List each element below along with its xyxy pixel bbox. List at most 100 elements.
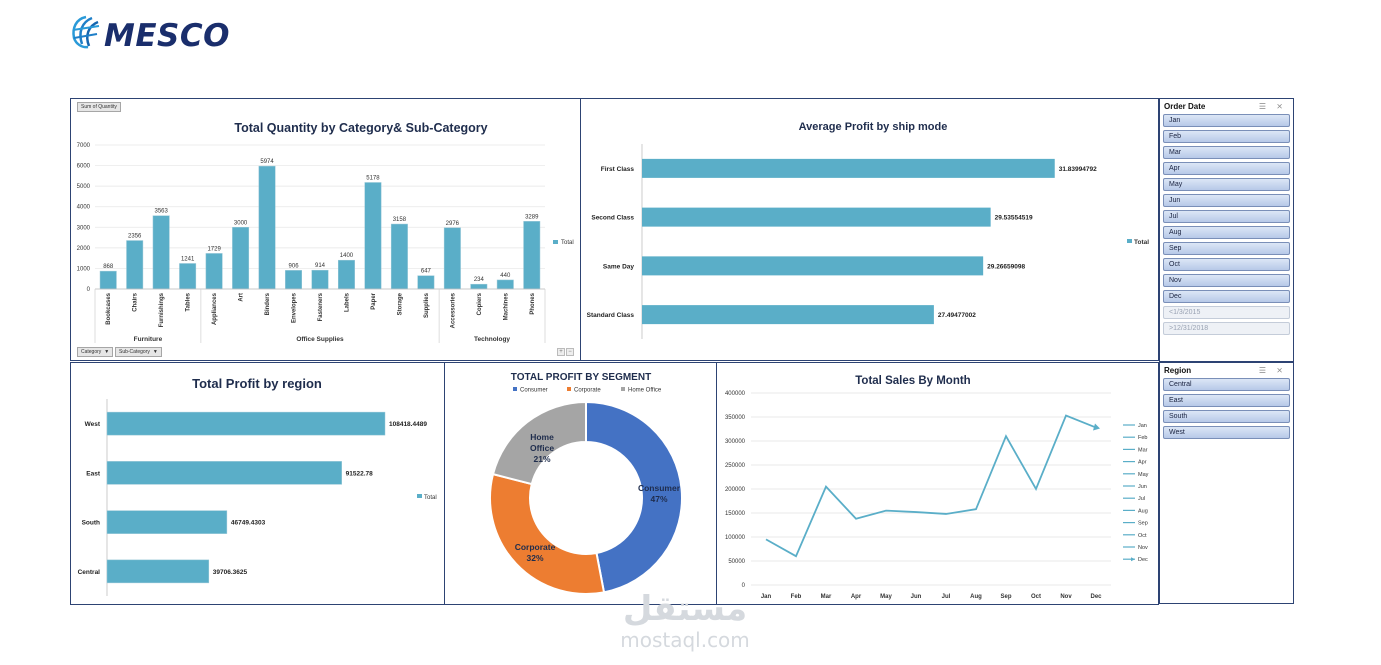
legend-label: Aug [1138, 508, 1148, 514]
legend-label: Jun [1138, 484, 1147, 490]
slicer-title: Order Date [1164, 102, 1206, 111]
legend-label: May [1138, 472, 1149, 478]
sales-line [765, 414, 1097, 558]
donut-slice [491, 400, 587, 486]
x-tick-label: Aug [970, 594, 982, 600]
slicer-item-month-oct[interactable]: Oct [1163, 258, 1290, 271]
x-tick-label: Oct [1031, 594, 1041, 600]
slice-percent-label: 21% [533, 454, 550, 464]
bar [152, 215, 170, 290]
slicer-item-month-aug[interactable]: Aug [1163, 226, 1290, 239]
data-label: 1241 [181, 256, 195, 262]
region-slicer: Region ☰ ⨯ Central East South West [1159, 362, 1294, 604]
slicer-item-region-east[interactable]: East [1163, 394, 1290, 407]
data-label: 31.83994792 [1059, 166, 1097, 173]
data-label: 27.49477002 [938, 312, 976, 319]
slicer-item-month-date-range[interactable]: >12/31/2018 [1163, 322, 1290, 335]
data-label: 5974 [260, 159, 274, 165]
slicer-item-month-apr[interactable]: Apr [1163, 162, 1290, 175]
y-tick-label: 5000 [77, 184, 91, 190]
legend-swatch [567, 387, 571, 391]
bar [642, 158, 1055, 178]
x-tick-label: Feb [791, 594, 802, 600]
slicer-item-month-dec[interactable]: Dec [1163, 290, 1290, 303]
bar [99, 270, 117, 290]
order-date-slicer: Order Date ☰ ⨯ Jan Feb Mar Apr May Jun Jul Aug S… [1159, 98, 1294, 362]
legend-label: Total [1134, 239, 1149, 246]
bar [338, 259, 355, 290]
data-label: 108418.4489 [389, 421, 427, 428]
legend-label: Home Office [628, 388, 662, 394]
expand-collapse-buttons[interactable]: + − [556, 348, 574, 356]
legend-swatch [621, 387, 625, 391]
y-tick-label: 3000 [77, 225, 91, 231]
x-tick-label: Bookcases [106, 292, 112, 324]
y-tick-label: West [85, 421, 101, 428]
data-label: 906 [289, 263, 300, 269]
data-label: 39706.3625 [213, 569, 248, 576]
watermark-latin: mostaql.com [620, 628, 750, 652]
slicer-title: Region [1164, 366, 1192, 375]
x-tick-label: Appliances [212, 292, 218, 325]
subcategory-field-button[interactable]: Sub-Category ▼ [115, 347, 162, 357]
slicer-item-month-jan[interactable]: Jan [1163, 114, 1290, 127]
multi-select-icon[interactable]: ☰ ⨯ [1258, 366, 1287, 375]
data-label: 29.26659098 [987, 263, 1025, 270]
watermark-arabic: مستقل [622, 589, 748, 629]
group-label: Furniture [134, 336, 163, 343]
y-tick-label: 7000 [77, 143, 91, 149]
data-label: 1400 [340, 253, 354, 259]
data-label: 3000 [234, 220, 248, 226]
x-tick-label: Envelopes [292, 292, 298, 323]
data-label: 3563 [154, 209, 168, 215]
legend-swatch [513, 387, 517, 391]
slicer-item-month-date-range[interactable]: <1/3/2015 [1163, 306, 1290, 319]
bar [470, 283, 488, 290]
data-label: 868 [103, 264, 114, 270]
x-tick-label: Nov [1060, 594, 1072, 600]
x-tick-label: Sep [1000, 594, 1011, 600]
data-label: 2976 [446, 221, 460, 227]
y-tick-label: 100000 [725, 535, 746, 541]
x-tick-label: Fasteners [318, 292, 324, 321]
slicer-item-month-nov[interactable]: Nov [1163, 274, 1290, 287]
bar [642, 207, 991, 227]
x-tick-label: Mar [821, 594, 832, 600]
line-end-arrow [1093, 423, 1100, 431]
globe-icon [72, 15, 100, 49]
x-tick-label: Labels [344, 292, 350, 312]
slicer-item-region-west[interactable]: West [1163, 426, 1290, 439]
slice-percent-label: 47% [650, 494, 667, 504]
legend-label: Oct [1138, 533, 1147, 539]
category-field-button[interactable]: Category ▼ [77, 347, 114, 357]
legend-swatch [553, 240, 558, 244]
legend-label: Corporate [574, 388, 601, 394]
y-tick-label: 2000 [77, 246, 91, 252]
legend-swatch [417, 494, 422, 498]
y-tick-label: Second Class [591, 215, 634, 222]
bar [205, 253, 223, 290]
slicer-item-month-sep[interactable]: Sep [1163, 242, 1290, 255]
quantity-chart: Total Quantity by Category& Sub-Category… [77, 121, 574, 343]
multi-select-icon[interactable]: ☰ ⨯ [1258, 102, 1287, 111]
data-label: 647 [421, 269, 432, 275]
y-tick-label: 6000 [77, 164, 91, 170]
slicer-item-month-mar[interactable]: Mar [1163, 146, 1290, 159]
slicer-item-month-jun[interactable]: Jun [1163, 194, 1290, 207]
bar [443, 227, 461, 290]
slice-name-label: Office [530, 443, 554, 453]
slicer-item-region-central[interactable]: Central [1163, 378, 1290, 391]
pivot-value-button[interactable]: Sum of Quantity [77, 102, 121, 112]
legend-label: Dec [1138, 557, 1148, 563]
slicer-item-month-may[interactable]: May [1163, 178, 1290, 191]
chart-title: Average Profit by ship mode [799, 121, 948, 133]
bar [523, 221, 541, 290]
slicer-item-month-feb[interactable]: Feb [1163, 130, 1290, 143]
ship-mode-chart: Average Profit by ship mode 31.83994792 Fi… [587, 121, 1149, 339]
sales-line-chart: Total Sales By Month 0 50000 100000 150000 20… [725, 375, 1149, 600]
group-label: Technology [474, 336, 510, 343]
sales-month-panel: Total Sales By Month 0 50000 100000 150000 20… [716, 362, 1159, 605]
slicer-item-region-south[interactable]: South [1163, 410, 1290, 423]
slicer-item-month-jul[interactable]: Jul [1163, 210, 1290, 223]
bar [106, 510, 228, 534]
